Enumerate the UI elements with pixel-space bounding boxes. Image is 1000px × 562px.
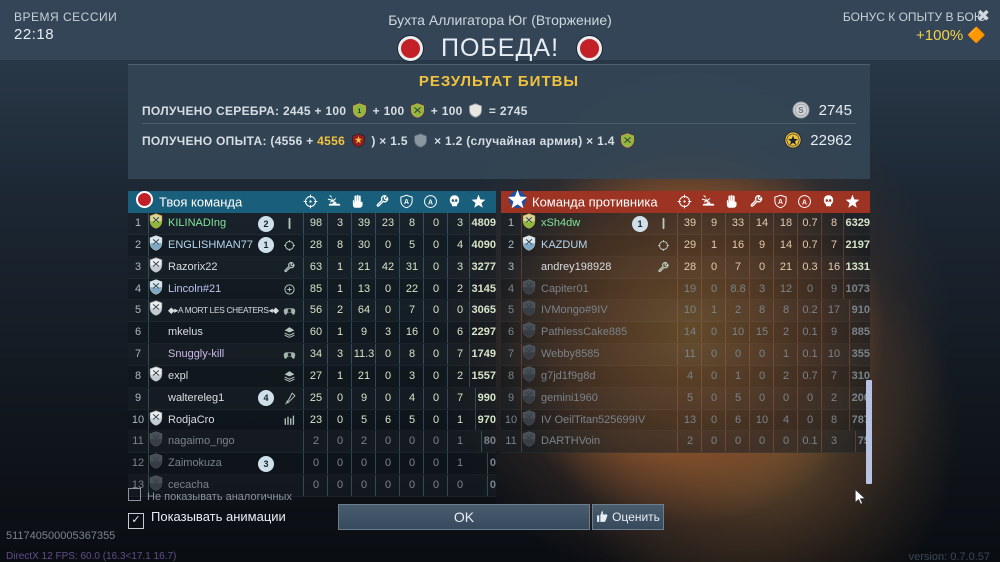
- svg-text:1: 1: [358, 109, 362, 115]
- svg-text:S: S: [799, 106, 805, 115]
- svg-text:A: A: [778, 199, 783, 206]
- svg-text:A: A: [428, 199, 433, 206]
- svg-text:A: A: [802, 199, 807, 206]
- svg-text:A: A: [404, 199, 409, 206]
